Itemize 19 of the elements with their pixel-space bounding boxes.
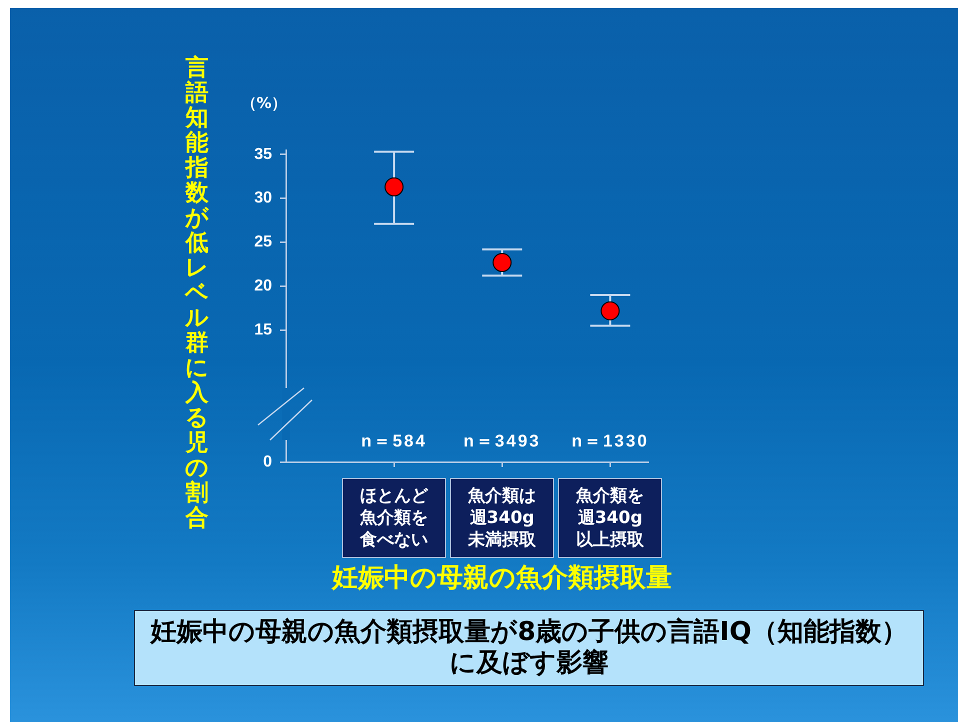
annotation: n＝584	[361, 432, 427, 451]
y-tick-label: 20	[254, 278, 272, 295]
x-tick-label: 魚介類は週340g未満摂取	[450, 478, 554, 558]
y-tick-label: 0	[263, 453, 272, 470]
point	[600, 301, 620, 320]
y-tick-label: 25	[254, 234, 272, 251]
y-tick-label: 35	[254, 146, 272, 163]
point	[384, 177, 404, 196]
text: 言語知能指数が低レベル群に入る児の割合	[185, 55, 209, 531]
annotation: n＝3493	[464, 432, 541, 451]
y-tick-label: 15	[254, 322, 272, 339]
annotation: n＝1330	[572, 432, 649, 451]
y-tick-label: 30	[254, 190, 272, 207]
text: （%）	[241, 94, 287, 112]
x-tick-label: 魚介類を週340g以上摂取	[558, 478, 662, 558]
x-tick-label: ほとんど魚介類を食べない	[342, 478, 446, 558]
x-axis-title: 妊娠中の母親の魚介類摂取量	[332, 562, 672, 594]
text: 妊娠中の母親の魚介類摂取量が8歳の子供の言語IQ（知能指数）に及ぼす影響	[134, 610, 924, 686]
point	[492, 252, 512, 272]
